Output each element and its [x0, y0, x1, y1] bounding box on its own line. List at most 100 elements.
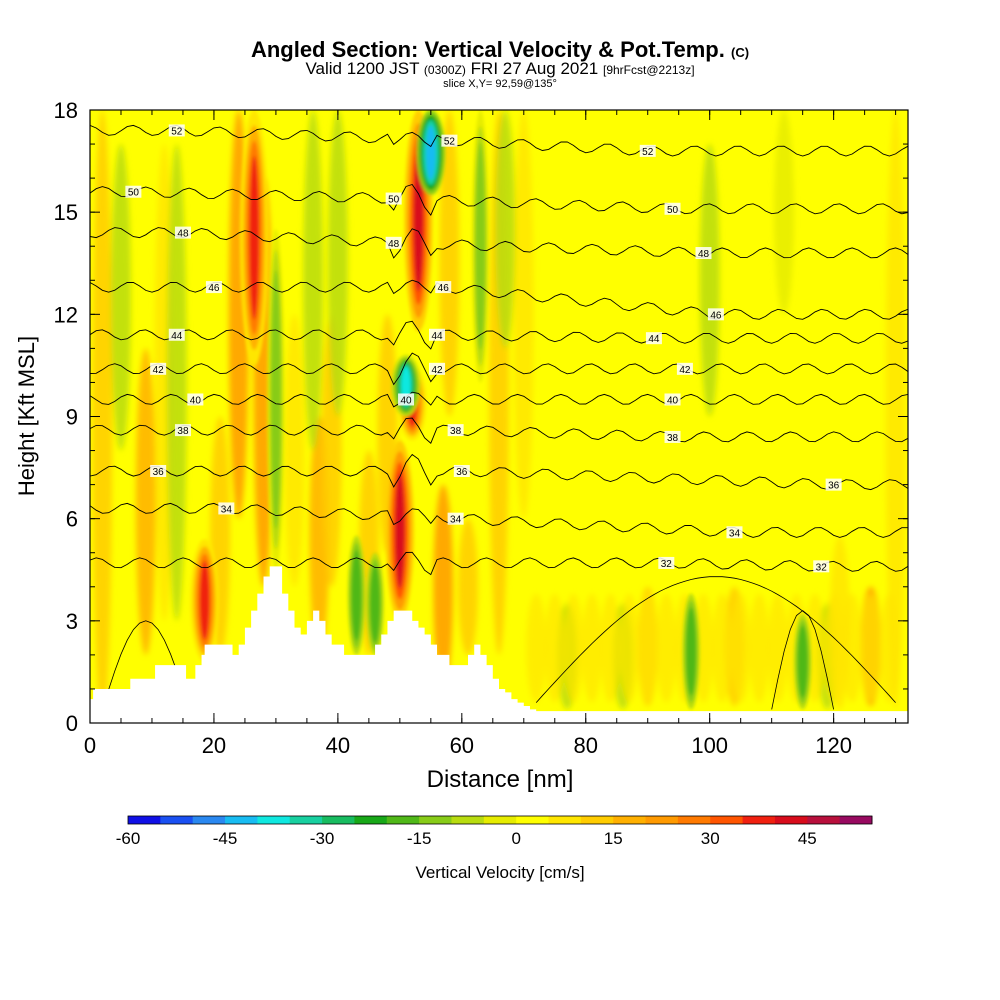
- contour-label-box: [150, 464, 167, 477]
- contour-labels: 32 32 34 34 34 36 36 36 38 38 38 40 40 40 42 42 42 44 44 44…: [125, 124, 842, 573]
- colorbar-swatch: [613, 816, 647, 824]
- contour-label: 44: [168, 328, 185, 342]
- contour-label-text: 48: [698, 249, 710, 260]
- downdraft-core: [475, 142, 486, 350]
- contour-label-box: [658, 556, 675, 569]
- contour-label-box: [187, 393, 204, 406]
- colorbar-swatch: [257, 816, 291, 824]
- contour-label-box: [174, 424, 191, 437]
- updraft-core: [395, 472, 405, 589]
- velocity-features: [190, 110, 812, 710]
- velocity-band: [879, 593, 900, 703]
- contour-label-text: 50: [388, 195, 400, 206]
- contour-label-box: [441, 134, 458, 147]
- contour-line: [535, 576, 896, 703]
- velocity-band: [823, 593, 844, 703]
- velocity-band: [582, 593, 602, 703]
- contour-label-text: 34: [221, 504, 233, 515]
- contour-label: 36: [453, 464, 470, 478]
- contour-label-text: 46: [208, 283, 220, 294]
- velocity-band: [619, 593, 640, 703]
- downdraft-core: [370, 564, 380, 643]
- contour-line: [90, 124, 908, 157]
- contour-label: 48: [695, 247, 712, 260]
- velocity-band: [749, 593, 770, 703]
- velocity-band: [730, 593, 751, 703]
- colorbar-swatch: [516, 816, 550, 824]
- contour-label: 44: [429, 328, 446, 342]
- contour-label-text: 52: [171, 126, 183, 137]
- velocity-band: [885, 110, 906, 710]
- x-tick-label: 100: [691, 733, 728, 758]
- colorbar-tick-label: 0: [511, 829, 520, 848]
- velocity-band: [166, 144, 187, 621]
- contour-label: 40: [187, 393, 204, 406]
- downdraft-core: [797, 625, 808, 698]
- colorbar-swatch: [548, 816, 582, 824]
- colorbar-tick-label: 15: [604, 829, 623, 848]
- colorbar-tick-label: -60: [116, 829, 141, 848]
- contour-line: [90, 453, 908, 491]
- contour-label-box: [125, 185, 142, 198]
- colorbar-tick-label: 30: [701, 829, 720, 848]
- contour-label-text: 34: [729, 528, 741, 539]
- colorbar-swatch: [677, 816, 711, 824]
- contour-label-box: [726, 526, 743, 539]
- valid-forecast: [9hrFcst@2213z]: [603, 63, 695, 77]
- colorbar-tick-label: 45: [798, 829, 817, 848]
- contour-label: 50: [125, 185, 142, 199]
- velocity-band: [92, 110, 113, 723]
- velocity-band: [513, 110, 534, 519]
- velocity-band: [526, 593, 547, 703]
- updraft-core: [199, 561, 210, 640]
- contour-label-box: [447, 424, 464, 437]
- terrain-profile: [90, 566, 908, 723]
- valid-date: FRI 27 Aug 2021: [470, 59, 599, 78]
- contour-label-box: [639, 144, 656, 157]
- contour-label-box: [664, 430, 681, 443]
- valid-prefix: Valid 1200 JST: [305, 59, 420, 78]
- y-tick-label: 12: [54, 302, 78, 327]
- contour-label-box: [150, 362, 167, 375]
- title-mark: (C): [731, 45, 750, 60]
- contour-label: 38: [664, 430, 681, 444]
- contour-label-text: 42: [153, 365, 165, 376]
- velocity-band: [774, 110, 794, 315]
- contour-label: 38: [447, 424, 464, 437]
- colorbar-swatch: [128, 816, 161, 824]
- colorbar-swatch: [483, 816, 517, 824]
- contour-label: 40: [664, 393, 681, 406]
- velocity-band: [563, 593, 584, 703]
- velocity-band: [303, 110, 324, 451]
- colorbar-swatch: [774, 816, 808, 824]
- contour-label-text: 50: [128, 188, 140, 199]
- contour-label-box: [676, 362, 693, 375]
- contour-label: 36: [825, 478, 842, 492]
- contour-label: 52: [168, 124, 185, 137]
- contour-label: 32: [658, 556, 675, 570]
- contour-label-text: 44: [171, 331, 183, 342]
- contour-label-text: 40: [667, 395, 679, 406]
- velocity-band: [111, 144, 131, 451]
- y-tick-label: 3: [66, 609, 78, 634]
- contour-label-text: 36: [153, 467, 165, 478]
- contour-line: [90, 417, 908, 444]
- contour-label-text: 38: [450, 426, 462, 437]
- colorbar-swatch: [354, 816, 388, 824]
- contour-label-box: [385, 192, 402, 205]
- colorbar-swatch: [742, 816, 776, 824]
- x-tick-label: 60: [450, 733, 474, 758]
- velocity-band: [135, 348, 156, 655]
- y-tick-label: 0: [66, 711, 78, 736]
- x-tick-label: 80: [574, 733, 598, 758]
- contour-label-text: 38: [667, 433, 679, 444]
- contour-label-box: [218, 502, 235, 515]
- contour-label: 46: [707, 308, 724, 321]
- chart-title: Angled Section: Vertical Velocity & Pot.…: [0, 37, 1000, 63]
- contour-label: 34: [447, 512, 464, 526]
- contour-label-text: 44: [648, 334, 660, 345]
- title-text: Angled Section: Vertical Velocity & Pot.…: [250, 37, 725, 62]
- contour-label-text: 40: [190, 395, 202, 406]
- contour-label-text: 40: [400, 395, 412, 406]
